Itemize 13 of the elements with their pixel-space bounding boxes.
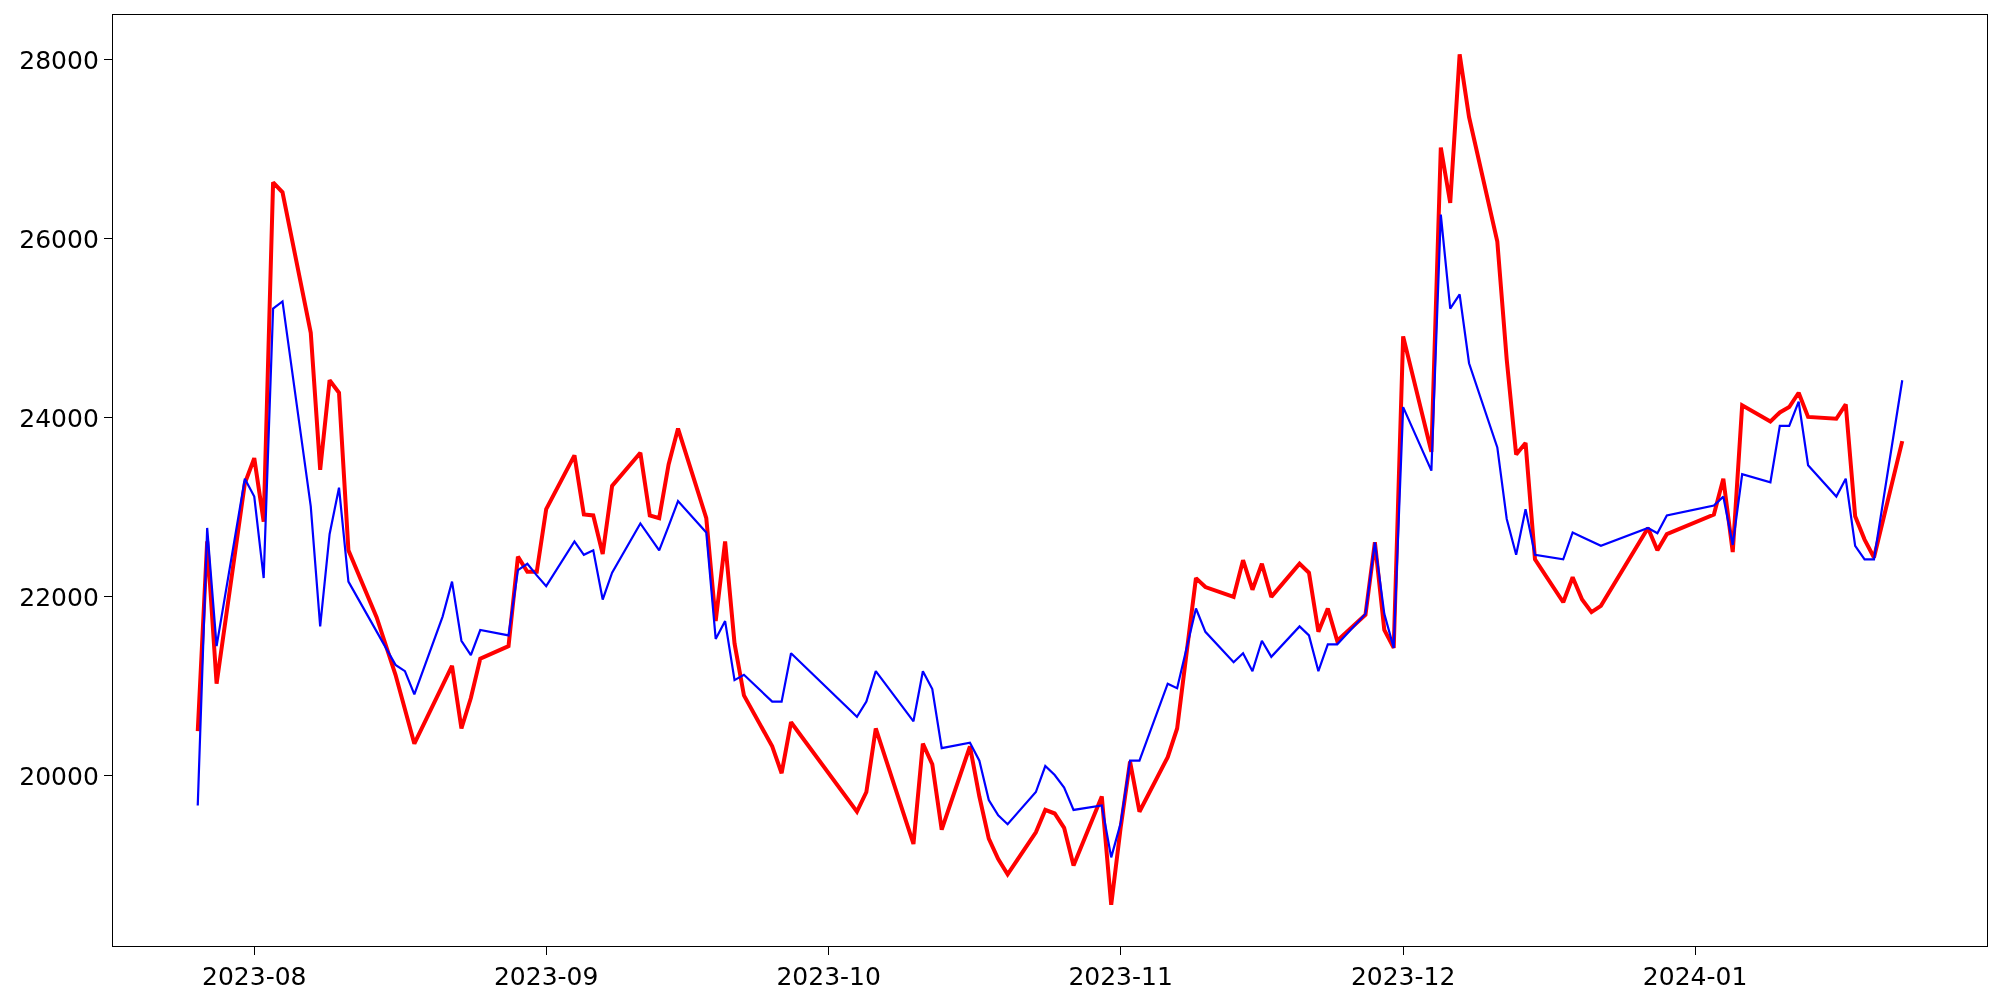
x-tick-label: 2023-11	[1068, 962, 1173, 992]
y-tick-label: 28000	[19, 45, 99, 75]
line-series	[196, 213, 1904, 859]
x-tick-label: 2023-09	[493, 962, 599, 992]
x-tick-label: 2023-08	[202, 962, 307, 992]
y-tick-label: 22000	[19, 582, 99, 612]
y-tick-label: 24000	[19, 403, 99, 433]
y-tick-label: 20000	[19, 761, 99, 791]
line-series	[195, 52, 1905, 907]
x-tick-label: 2023-10	[776, 962, 881, 992]
y-tick-label: 26000	[19, 224, 99, 254]
x-tick-label: 2024-01	[1642, 962, 1748, 992]
x-tick-label: 2023-12	[1350, 962, 1456, 992]
